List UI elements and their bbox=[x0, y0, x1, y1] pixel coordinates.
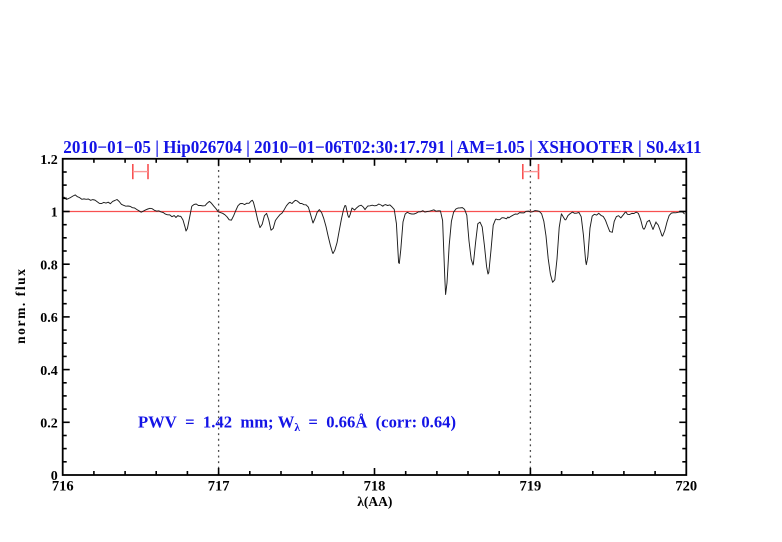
svg-text:720: 720 bbox=[675, 479, 697, 495]
svg-text:719: 719 bbox=[520, 479, 542, 495]
svg-text:norm. flux: norm. flux bbox=[13, 269, 28, 344]
svg-text:1: 1 bbox=[51, 206, 58, 221]
svg-text:716: 716 bbox=[52, 479, 74, 495]
svg-text:0.6: 0.6 bbox=[40, 311, 58, 326]
svg-text:0.2: 0.2 bbox=[40, 417, 58, 432]
svg-text:718: 718 bbox=[364, 479, 386, 495]
svg-text:λ(AA): λ(AA) bbox=[357, 494, 392, 509]
svg-text:PWV = 1.42 mm; Wλ = 0.66Å: PWV = 1.42 mm; Wλ = 0.66Å (corr: 0.64) bbox=[138, 412, 456, 434]
svg-text:717: 717 bbox=[208, 479, 230, 495]
svg-text:2010−01−05 | Hip026704 | 2010−: 2010−01−05 | Hip026704 | 2010−01−06T02:3… bbox=[63, 137, 701, 157]
svg-text:0.8: 0.8 bbox=[40, 258, 58, 273]
svg-text:0: 0 bbox=[51, 469, 58, 484]
svg-text:0.4: 0.4 bbox=[40, 364, 58, 379]
svg-text:1.2: 1.2 bbox=[40, 153, 58, 168]
